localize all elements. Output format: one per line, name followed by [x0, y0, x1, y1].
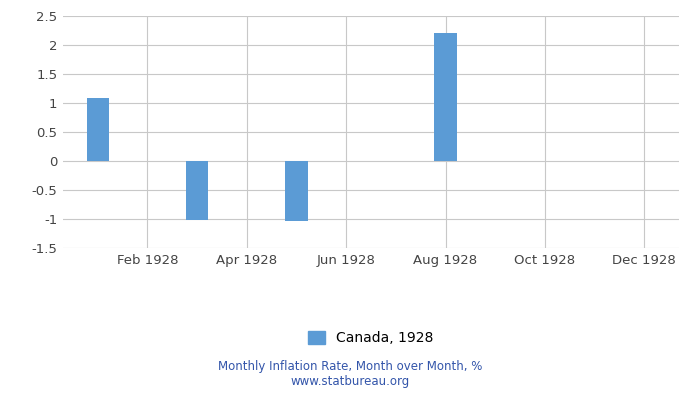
Bar	[434, 33, 456, 161]
Text: www.statbureau.org: www.statbureau.org	[290, 375, 410, 388]
Bar	[87, 98, 109, 161]
Legend: Canada, 1928: Canada, 1928	[309, 332, 433, 346]
Bar	[286, 161, 308, 221]
Text: Monthly Inflation Rate, Month over Month, %: Monthly Inflation Rate, Month over Month…	[218, 360, 482, 373]
Bar	[186, 161, 209, 220]
